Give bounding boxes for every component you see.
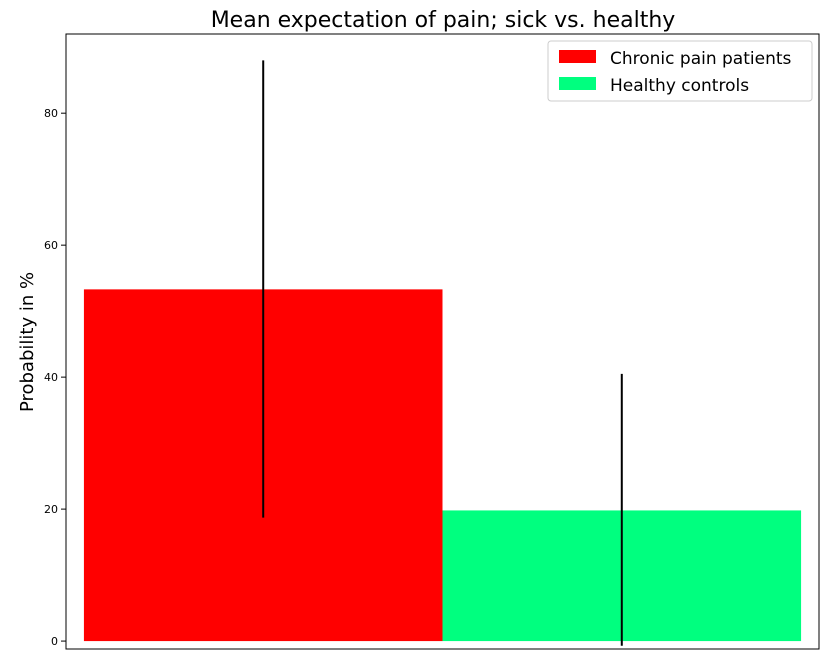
legend-label-healthy-controls: Healthy controls [610,76,749,96]
legend-label-chronic-pain-patients: Chronic pain patients [610,49,792,69]
legend-swatch-chronic-pain-patients [559,50,596,63]
plot-frame [65,33,820,650]
error-bars [262,60,623,646]
y-tick-label: 80 [44,107,58,120]
y-axis-label: Probability in % [17,272,38,412]
legend: Chronic pain patients Healthy controls [547,40,813,102]
y-tick-label: 0 [51,635,58,648]
bars [83,289,802,642]
legend-swatch-healthy-controls [559,77,596,90]
y-tick-label: 20 [44,503,58,516]
y-tick-label: 40 [44,371,58,384]
legend-box [547,40,813,102]
y-axis-ticks: 0 20 40 60 80 [44,107,66,648]
chart-title: Mean expectation of pain; sick vs. healt… [211,8,676,33]
y-tick-label: 60 [44,239,58,252]
